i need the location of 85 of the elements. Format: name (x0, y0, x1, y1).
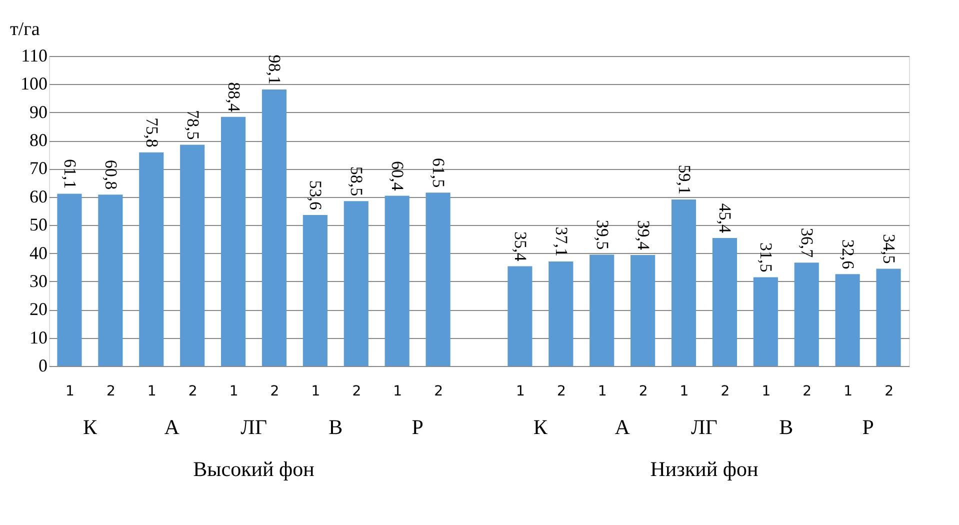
x-tick-label: 1 (844, 384, 853, 400)
bar (671, 199, 696, 366)
data-label: 37,1 (552, 226, 571, 256)
data-label: 32,6 (838, 239, 858, 270)
bar (57, 194, 82, 366)
x-tick-label: 2 (638, 384, 648, 400)
x-tick-label: 2 (556, 384, 566, 400)
data-label: 31,5 (756, 242, 776, 272)
x-tick-label: 1 (598, 384, 607, 400)
y-tick-label: 80 (30, 130, 48, 150)
text: К (533, 415, 548, 439)
x-tick-label: 1 (311, 384, 320, 400)
bar (712, 238, 737, 366)
bar (139, 152, 164, 366)
x-tick-label: 1 (229, 384, 238, 400)
x-tick-label: 1 (147, 384, 156, 400)
data-label: 60,8 (101, 160, 120, 190)
y-tick-label: 110 (21, 46, 48, 66)
x-tick-label: 1 (680, 384, 689, 400)
x-tick-label: 1 (66, 384, 74, 400)
text: А (164, 415, 180, 439)
bar (262, 90, 287, 366)
x-tick-label: 2 (270, 384, 280, 400)
y-tick-label: 20 (30, 299, 48, 320)
text: В (328, 415, 343, 439)
x-tick-label: 1 (393, 384, 402, 400)
y-tick-label: 30 (30, 270, 48, 291)
x-tick-label: 2 (106, 384, 116, 400)
data-label: 61,1 (60, 159, 80, 189)
bar (548, 261, 574, 366)
y-tick-label: 100 (20, 74, 48, 94)
bar (508, 266, 532, 366)
x-tick-label: 2 (352, 384, 362, 400)
text: А (614, 415, 631, 439)
text: ЛГ (240, 415, 267, 439)
y-tick-label: 50 (30, 214, 48, 235)
y-tick-label: 0 (38, 356, 48, 376)
y-tick-label: 40 (30, 242, 48, 263)
data-label: 60,4 (388, 161, 408, 192)
text: ЛГ (691, 415, 718, 439)
text: Р (412, 415, 424, 439)
data-label: 58,5 (347, 166, 366, 196)
data-label: 45,4 (716, 203, 735, 234)
bar (835, 274, 860, 366)
data-label: 88,4 (224, 82, 244, 112)
data-label: 78,5 (183, 110, 202, 140)
data-label: 59,1 (674, 164, 694, 194)
bar (302, 214, 328, 366)
data-label: 39,4 (634, 220, 653, 250)
data-label: 39,5 (592, 220, 612, 250)
x-tick-label: 2 (720, 384, 730, 400)
y-axis-title: т/га (10, 19, 40, 40)
data-label: 75,8 (142, 118, 162, 148)
y-tick-label: 10 (30, 327, 48, 348)
bar (98, 194, 123, 366)
bar (630, 254, 656, 366)
x-tick-label: 2 (188, 384, 198, 400)
bar (180, 144, 205, 366)
bar (384, 196, 410, 366)
x-tick-label: 1 (516, 384, 525, 400)
text: К (82, 415, 98, 439)
bar (344, 201, 368, 366)
bar (794, 262, 819, 366)
x-tick-label: 2 (884, 384, 894, 400)
x-tick-label: 2 (434, 384, 444, 400)
text: В (779, 415, 794, 439)
data-label: 98,1 (265, 54, 284, 85)
data-label: 61,5 (429, 158, 448, 188)
data-label: 36,7 (798, 228, 817, 258)
text: Высокий фон (193, 457, 314, 481)
bar (590, 254, 614, 366)
x-tick-label: 1 (762, 384, 771, 400)
y-tick-label: 90 (30, 102, 48, 122)
text: Низкий фон (650, 457, 758, 481)
y-tick-label: 60 (30, 186, 48, 206)
y-tick-label: 70 (30, 158, 48, 178)
bar (753, 277, 778, 366)
bar (426, 192, 450, 366)
x-tick-label: 2 (802, 384, 812, 400)
text: Р (862, 415, 874, 439)
bar (221, 116, 246, 366)
data-label: 53,6 (306, 180, 326, 210)
data-label: 35,4 (510, 231, 530, 262)
bar (876, 268, 901, 366)
data-label: 34,5 (880, 234, 899, 264)
